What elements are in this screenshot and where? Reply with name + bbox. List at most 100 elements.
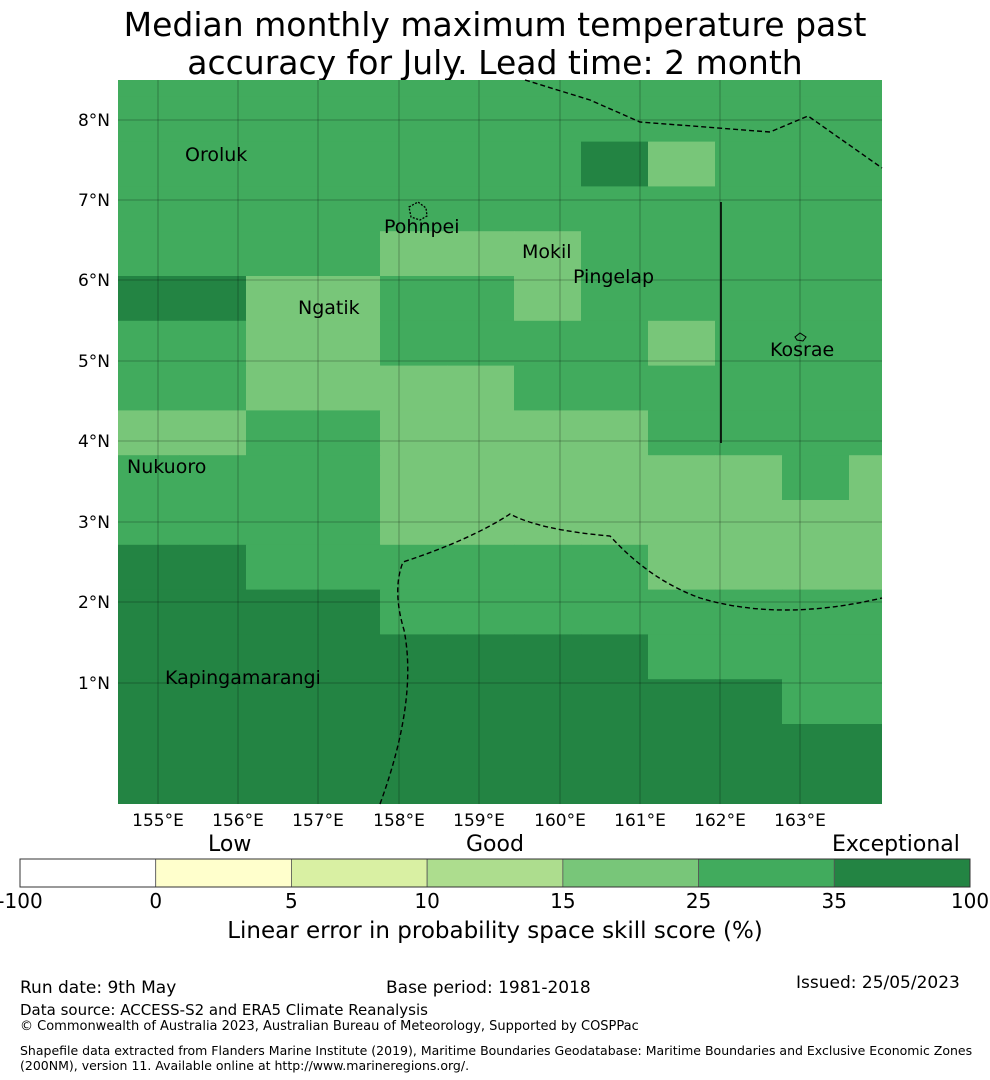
grid-cell bbox=[648, 96, 716, 143]
grid-cell bbox=[313, 455, 381, 501]
grid-cell bbox=[514, 634, 582, 680]
grid-cell bbox=[581, 634, 649, 680]
grid-cell bbox=[179, 96, 247, 143]
grid-cell bbox=[246, 634, 314, 680]
colorbar-category-exceptional: Exceptional bbox=[832, 832, 960, 857]
grid-cell bbox=[179, 410, 247, 456]
colorbar-tick: 100 bbox=[950, 889, 990, 913]
grid-cell bbox=[447, 589, 515, 635]
grid-cell bbox=[581, 80, 649, 98]
grid-cell bbox=[581, 679, 649, 725]
longitude-tick-label: 156°E bbox=[212, 811, 264, 831]
latitude-tick-label: 3°N bbox=[78, 513, 110, 533]
grid-cell bbox=[380, 768, 448, 804]
colorbar-title: Linear error in probability space skill … bbox=[227, 918, 763, 944]
title-line-1: Median monthly maximum temperature past bbox=[123, 5, 867, 44]
grid-cell bbox=[118, 634, 180, 680]
colorbar-segment bbox=[19, 858, 157, 888]
colorbar-tick: 10 bbox=[414, 889, 440, 913]
grid-cell bbox=[581, 186, 649, 232]
shapefile-credit-line-2: (200NM), version 11. Available online at… bbox=[20, 1058, 470, 1073]
colorbar-segment bbox=[426, 858, 564, 888]
grid-cell bbox=[514, 768, 582, 804]
grid-cell bbox=[246, 724, 314, 770]
grid-cell bbox=[313, 724, 381, 770]
grid-cell bbox=[648, 724, 716, 770]
grid-cell bbox=[118, 80, 180, 98]
grid-cell bbox=[849, 724, 882, 770]
grid-cell bbox=[179, 80, 247, 98]
grid-cell bbox=[648, 455, 716, 501]
grid-cell bbox=[648, 634, 716, 680]
longitude-tick-label: 159°E bbox=[453, 811, 505, 831]
heatmap-grid bbox=[118, 80, 990, 814]
colorbar-segment bbox=[698, 858, 835, 888]
grid-cell bbox=[380, 141, 448, 187]
grid-cell bbox=[782, 500, 850, 546]
colorbar-tick: -100 bbox=[0, 889, 43, 913]
grid-cell bbox=[648, 320, 716, 367]
grid-cell bbox=[380, 186, 448, 232]
colorbar-segment bbox=[833, 858, 971, 888]
grid-cell bbox=[118, 679, 180, 725]
grid-cell bbox=[983, 724, 990, 769]
grid-cell bbox=[246, 589, 314, 635]
issued-date: Issued: 25/05/2023 bbox=[796, 973, 960, 993]
colorbar-tick: 35 bbox=[821, 889, 848, 913]
grid-cell bbox=[447, 80, 515, 98]
grid-cell bbox=[849, 544, 882, 591]
grid-cell bbox=[313, 410, 381, 456]
grid-cell bbox=[782, 410, 850, 456]
grid-cell bbox=[246, 768, 314, 804]
grid-cell bbox=[447, 500, 515, 546]
latitude-tick-label: 2°N bbox=[78, 593, 110, 613]
grid-cell bbox=[782, 544, 850, 591]
grid-cell bbox=[983, 97, 990, 142]
grid-cell bbox=[581, 276, 649, 322]
colorbar-category-low: Low bbox=[208, 832, 252, 857]
grid-cell bbox=[380, 231, 448, 277]
grid-cell bbox=[916, 276, 984, 321]
grid-cell bbox=[313, 544, 381, 591]
grid-cell bbox=[648, 679, 716, 725]
grid-cell bbox=[916, 321, 984, 366]
data-source: Data source: ACCESS-S2 and ERA5 Climate … bbox=[20, 1001, 428, 1019]
grid-cell bbox=[246, 500, 314, 546]
grid-cell bbox=[447, 679, 515, 725]
grid-cell bbox=[118, 544, 180, 591]
grid-cell bbox=[179, 768, 247, 804]
grid-cell bbox=[849, 634, 882, 680]
grid-cell bbox=[313, 186, 381, 232]
grid-cell bbox=[118, 186, 180, 232]
grid-cell bbox=[380, 80, 448, 98]
grid-cell bbox=[715, 96, 783, 143]
grid-cell bbox=[179, 634, 247, 680]
grid-cell bbox=[246, 80, 314, 98]
grid-cell bbox=[849, 231, 882, 277]
longitude-tick-label: 161°E bbox=[614, 811, 666, 831]
grid-cell bbox=[983, 769, 990, 814]
grid-cell bbox=[246, 365, 314, 411]
grid-cell bbox=[782, 96, 850, 143]
place-label: Kapingamarangi bbox=[165, 667, 321, 689]
grid-cell bbox=[514, 276, 582, 322]
latitude-ticks: 1°N 2°N 3°N 4°N 5°N 6°N 7°N 8°N bbox=[78, 111, 110, 694]
grid-cell bbox=[179, 186, 247, 232]
grid-cell bbox=[118, 231, 180, 277]
grid-cell bbox=[581, 544, 649, 591]
grid-cell bbox=[983, 545, 990, 590]
grid-cell bbox=[179, 276, 247, 322]
grid-cell bbox=[849, 589, 882, 635]
grid-cell bbox=[648, 141, 716, 187]
grid-cell bbox=[514, 80, 582, 98]
grid-cell bbox=[118, 455, 180, 501]
grid-cell bbox=[118, 365, 180, 411]
copyright: © Commonwealth of Australia 2023, Austra… bbox=[20, 1019, 639, 1034]
grid-cell bbox=[246, 410, 314, 456]
grid-cell bbox=[313, 320, 381, 367]
grid-cell bbox=[916, 142, 984, 187]
grid-cell bbox=[916, 724, 984, 769]
grid-cell bbox=[916, 231, 984, 276]
grid-cell bbox=[581, 768, 649, 804]
eez-boundary-south bbox=[379, 513, 883, 805]
